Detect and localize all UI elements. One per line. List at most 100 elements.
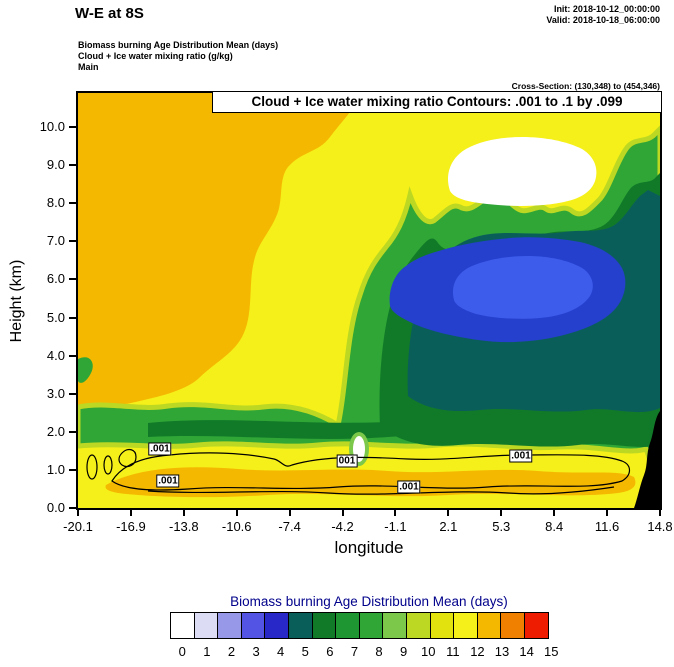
y-tick-label: 8.0	[46, 195, 65, 211]
colorbar-tick-label: 14	[519, 644, 534, 659]
mixing-ratio-contour-outer	[111, 452, 631, 491]
y-tick-label: 3.0	[46, 385, 65, 401]
colorbar-tick-label: 5	[301, 644, 309, 659]
colorbar-tick-label: 6	[326, 644, 334, 659]
y-tick-label: 9.0	[46, 157, 65, 173]
y-tick-label: 7.0	[46, 233, 65, 249]
colorbar-tick-label: 8	[375, 644, 383, 659]
y-tick-mark	[69, 202, 77, 205]
mixing-ratio-contour-loop	[103, 455, 113, 475]
field-darkgreen-band	[148, 419, 626, 439]
plot-area: .001 .001 001 .001 .001 Cloud + Ice water mi…	[76, 91, 662, 510]
colorbar-tick-label: 10	[421, 644, 436, 659]
field-line-contour: Cloud + Ice water mixing ratio (g/kg)	[78, 51, 233, 61]
valid-time: Valid: 2018-10-18_06:00:00	[546, 15, 660, 25]
x-tick-mark	[235, 509, 238, 516]
x-tick-mark	[394, 509, 397, 516]
colorbar-cell	[193, 612, 219, 639]
field-line-domain: Main	[78, 62, 99, 72]
colorbar-cell	[311, 612, 337, 639]
x-tick-label: -4.2	[331, 519, 354, 534]
colorbar-cell	[382, 612, 407, 639]
x-tick-mark	[129, 509, 132, 516]
x-tick-mark	[606, 509, 609, 516]
y-tick-mark	[69, 278, 77, 281]
y-tick-mark	[69, 316, 77, 319]
contour-labels-layer: .001 .001 001 .001 .001	[78, 93, 660, 508]
contour-label: .001	[509, 449, 533, 463]
contour-label: .001	[148, 442, 172, 456]
mixing-ratio-contour-loop	[86, 454, 98, 480]
field-descriptions: Biomass burning Age Distribution Mean (d…	[78, 40, 278, 73]
y-tick-label: 0.0	[46, 500, 65, 515]
x-tick-mark	[288, 509, 291, 516]
y-tick-label: 5.0	[46, 309, 65, 325]
init-time: Init: 2018-10-12_00:00:00	[553, 4, 660, 14]
x-tick-mark	[77, 509, 79, 516]
colorbar-tick-label: 1	[203, 644, 211, 659]
colorbar-tick-label: 3	[252, 644, 260, 659]
x-tick-label: -13.8	[168, 519, 199, 534]
x-tick-label: -16.9	[116, 519, 146, 534]
y-tick-mark	[69, 240, 77, 243]
x-tick-label: -1.1	[384, 519, 407, 534]
y-tick-label: 2.0	[46, 423, 65, 439]
contour-field-svg	[78, 93, 660, 508]
colorbar-cell	[523, 612, 549, 639]
colorbar-cell	[287, 612, 313, 639]
y-tick-mark	[69, 392, 77, 395]
x-tick-mark	[447, 509, 450, 516]
colorbar-tick-label: 0	[178, 644, 186, 659]
contour-note: Cloud + Ice water mixing ratio Contours:…	[212, 91, 662, 113]
y-tick-label: 10.0	[39, 119, 65, 134]
colorbar-title: Biomass burning Age Distribution Mean (d…	[230, 594, 508, 609]
field-brightblue-core	[452, 256, 593, 319]
colorbar-cell	[170, 612, 195, 639]
colorbar-cell	[264, 612, 289, 639]
contour-label: .001	[156, 474, 180, 488]
y-tick-label: 6.0	[46, 271, 65, 287]
x-tick-mark	[182, 509, 185, 516]
x-tick-mark	[500, 509, 503, 516]
colorbar-tick-label: 2	[227, 644, 236, 659]
run-times: Init: 2018-10-12_00:00:00 Valid: 2018-10…	[546, 4, 660, 26]
x-tick-label: 5.3	[492, 519, 511, 534]
y-tick-label: 1.0	[46, 461, 65, 477]
contour-label: 001	[336, 454, 358, 468]
colorbar-tick-label: 12	[470, 644, 485, 659]
colorbar-cell	[405, 612, 431, 639]
colorbar-tick-label: 7	[350, 644, 359, 659]
x-tick-label: -20.1	[63, 519, 93, 534]
y-tick-mark	[69, 126, 77, 128]
x-tick-label: 14.8	[647, 519, 673, 534]
x-tick-label: 2.1	[439, 519, 458, 534]
colorbar-tick-label: 9	[400, 644, 408, 659]
x-tick-label: -7.4	[278, 519, 301, 534]
colorbar-tick-label: 13	[494, 644, 510, 659]
page-title: W-E at 8S	[75, 5, 144, 22]
x-axis-label: longitude	[334, 538, 404, 557]
colorbar-tick-label: 11	[446, 644, 460, 659]
field-orange-plume	[78, 93, 360, 421]
colorbar-cell	[217, 612, 242, 639]
colorbar-tick-label: 4	[277, 644, 285, 659]
colorbar-cell	[240, 612, 266, 639]
colorbar-cell	[453, 612, 478, 639]
colorbar-labels: 0 1 2 3 4 5 6 7 8 9 10 11 12 13 14 15	[170, 644, 564, 659]
x-tick-label: -10.6	[221, 519, 252, 534]
mixing-ratio-contour-loop	[118, 448, 137, 468]
cross-section-label: Cross-Section: (130,348) to (454,346)	[511, 81, 660, 91]
y-tick-mark	[69, 468, 77, 471]
field-line-fill: Biomass burning Age Distribution Mean (d…	[78, 40, 279, 50]
field-white-patch	[447, 137, 597, 206]
y-axis-label: Height (km)	[8, 259, 25, 343]
field-orange-surface-band	[105, 467, 636, 498]
colorbar-cell	[429, 612, 455, 639]
terrain-silhouette	[634, 411, 660, 508]
colorbar-tick-label: 15	[543, 644, 559, 659]
x-tick-mark	[659, 509, 661, 516]
y-tick-label: 4.0	[46, 347, 65, 363]
x-tick-label: 11.6	[594, 519, 620, 534]
mixing-ratio-contour-inner	[147, 486, 615, 495]
